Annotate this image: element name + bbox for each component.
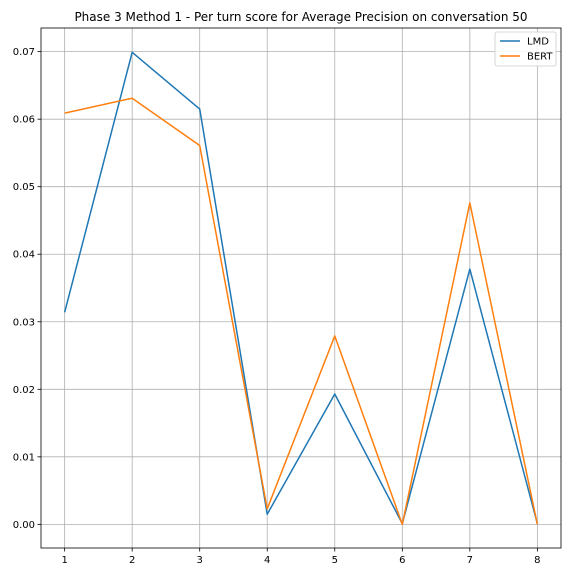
x-tick-label: 6 [399,555,405,566]
x-tick-label: 4 [264,555,270,566]
x-tick-label: 7 [467,555,473,566]
legend-label-bert: BERT [527,52,553,63]
x-tick-label: 1 [61,555,67,566]
axis-ticks: 1 2 3 4 5 6 7 8 0.00 0.01 0.02 0.03 0.04 0.05 0.06 0.07 [13,47,541,566]
legend-label-lmd: LMD [527,37,549,48]
y-tick-label: 0.03 [13,317,35,328]
y-tick-label: 0.01 [13,452,35,463]
x-tick-label: 2 [129,555,135,566]
x-tick-label: 5 [332,555,338,566]
x-tick-label: 8 [534,555,540,566]
series-line-lmd [63,51,539,525]
x-tick-label: 3 [197,555,203,566]
y-tick-label: 0.04 [13,250,35,261]
series-lines [63,51,539,526]
grid [41,28,561,548]
legend: LMD BERT [494,31,557,67]
y-tick-label: 0.00 [13,520,35,531]
y-tick-label: 0.05 [13,182,35,193]
series-line-bert [64,97,539,526]
y-tick-label: 0.07 [13,47,35,58]
plot-area-frame [40,27,562,549]
y-tick-label: 0.02 [13,385,35,396]
y-tick-label: 0.06 [13,115,35,126]
chart-title: Phase 3 Method 1 - Per turn score for Av… [74,10,527,24]
